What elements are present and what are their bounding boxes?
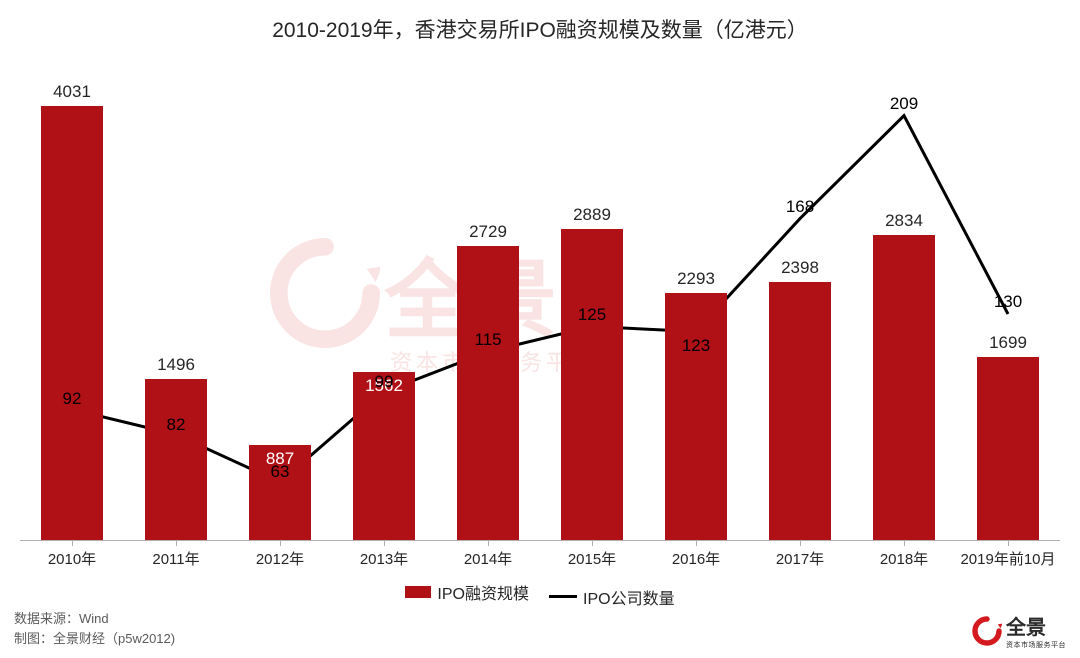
legend-swatch-bar	[405, 586, 431, 598]
x-tick-mark	[696, 540, 697, 546]
brand-logo: 全景 资本市场服务平台	[972, 611, 1066, 650]
line-value-label: 99	[354, 372, 414, 392]
bar-value-label: 2834	[852, 211, 956, 231]
chart-title: 2010-2019年，香港交易所IPO融资规模及数量（亿港元）	[0, 14, 1080, 44]
footer-line: 数据来源：Wind	[14, 609, 175, 629]
x-tick-label: 2017年	[748, 548, 852, 569]
bar-value-label: 1699	[956, 333, 1060, 353]
x-tick-mark	[1008, 540, 1009, 546]
x-tick-label: 2014年	[436, 548, 540, 569]
legend-swatch-line	[549, 595, 577, 598]
bar	[41, 106, 103, 540]
footer-line: 制图：全景财经（p5w2012)	[14, 629, 175, 649]
bar	[353, 372, 415, 540]
line-value-label: 125	[562, 305, 622, 325]
bar-value-label: 2729	[436, 222, 540, 242]
x-tick-label: 2013年	[332, 548, 436, 569]
legend-label: IPO公司数量	[583, 585, 675, 609]
x-tick-mark	[592, 540, 593, 546]
line-value-label: 209	[874, 94, 934, 114]
line-path	[72, 116, 1008, 483]
x-tick-label: 2010年	[20, 548, 124, 569]
x-tick-mark	[904, 540, 905, 546]
line-value-label: 130	[978, 292, 1038, 312]
legend-label: IPO融资规模	[437, 580, 529, 604]
bar	[561, 229, 623, 540]
x-tick-mark	[280, 540, 281, 546]
line-value-label: 82	[146, 415, 206, 435]
x-tick-mark	[800, 540, 801, 546]
x-tick-label: 2011年	[124, 548, 228, 569]
line-value-label: 168	[770, 197, 830, 217]
x-tick-mark	[176, 540, 177, 546]
bar-value-label: 2889	[540, 205, 644, 225]
legend-item: IPO融资规模	[405, 580, 529, 604]
bar	[665, 293, 727, 540]
chart-footer: 数据来源：Wind制图：全景财经（p5w2012)	[14, 609, 175, 648]
bar-value-label: 2293	[644, 269, 748, 289]
x-tick-mark	[72, 540, 73, 546]
bar	[873, 235, 935, 540]
line-value-label: 63	[250, 462, 310, 482]
bar	[977, 357, 1039, 540]
x-tick-mark	[488, 540, 489, 546]
line-value-label: 123	[666, 336, 726, 356]
line-value-label: 115	[458, 330, 518, 350]
x-tick-label: 2018年	[852, 548, 956, 569]
bar	[457, 246, 519, 540]
x-tick-label: 2012年	[228, 548, 332, 569]
bar	[145, 379, 207, 540]
brand-main: 全景	[1006, 611, 1066, 640]
bar-value-label: 1496	[124, 355, 228, 375]
bar	[769, 282, 831, 540]
x-tick-label: 2016年	[644, 548, 748, 569]
legend-item: IPO公司数量	[549, 585, 675, 609]
chart-legend: IPO融资规模 IPO公司数量	[0, 580, 1080, 609]
bar-value-label: 4031	[20, 82, 124, 102]
line-value-label: 92	[42, 389, 102, 409]
x-tick-mark	[384, 540, 385, 546]
bar-value-label: 2398	[748, 258, 852, 278]
brand-logo-icon	[972, 616, 1002, 646]
x-tick-label: 2019年前10月	[956, 548, 1060, 569]
brand-sub: 资本市场服务平台	[1006, 640, 1066, 650]
x-tick-label: 2015年	[540, 548, 644, 569]
chart-plot-area: 40312010年14962011年8872012年15622013年27292…	[20, 88, 1060, 540]
